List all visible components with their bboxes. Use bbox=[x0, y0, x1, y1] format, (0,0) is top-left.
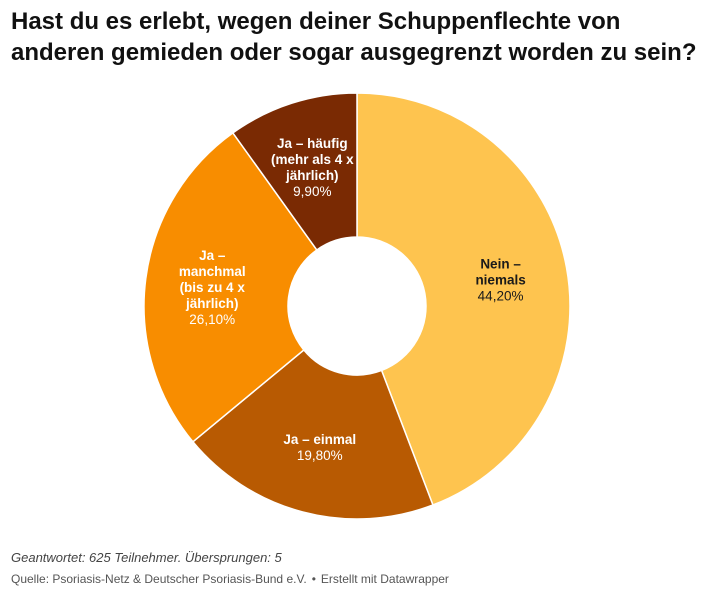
slice-label-3: Ja – manchmal (bis zu 4 x jährlich) 26,10% bbox=[179, 248, 246, 327]
slice-category-text: niemals bbox=[475, 273, 525, 288]
slice-label-4: Ja – häufig (mehr als 4 x jährlich) 9,90% bbox=[271, 136, 354, 199]
slice-value-text: 9,90% bbox=[293, 184, 331, 199]
slice-category-text: (bis zu 4 x bbox=[180, 280, 246, 295]
slice-category-text: manchmal bbox=[179, 264, 246, 279]
respondents-note: Geantwortet: 625 Teilnehmer. Übersprunge… bbox=[11, 550, 282, 565]
slice-category-text: (mehr als 4 x bbox=[271, 152, 354, 167]
slice-label-1: Nein – niemals 44,20% bbox=[475, 257, 525, 304]
slice-category-text: jährlich) bbox=[285, 168, 339, 183]
slice-4 bbox=[231, 92, 358, 251]
slice-category-text: jährlich) bbox=[185, 296, 239, 311]
slice-labels: Nein – niemals 44,20%Ja – einmal 19,80%Ja –… bbox=[179, 136, 526, 463]
slice-value-text: 19,80% bbox=[297, 448, 343, 463]
donut-chart: Nein – niemals 44,20%Ja – einmal 19,80%Ja –… bbox=[143, 92, 571, 520]
chart-title: Hast du es erlebt, wegen deiner Schuppen… bbox=[11, 8, 697, 66]
slice-1 bbox=[356, 92, 571, 506]
slice-category-text: Nein – bbox=[480, 257, 521, 272]
slice-label-2: Ja – einmal 19,80% bbox=[283, 432, 356, 463]
donut-slices bbox=[143, 92, 571, 520]
slice-3 bbox=[143, 131, 318, 443]
source-separator: • bbox=[311, 572, 316, 586]
datawrapper-credit: Erstellt mit Datawrapper bbox=[320, 572, 449, 586]
slice-value-text: 44,20% bbox=[478, 289, 524, 304]
slice-value-text: 26,10% bbox=[189, 312, 235, 327]
slice-category-text: Ja – einmal bbox=[283, 432, 356, 447]
source-line: Quelle: Psoriasis-Netz & Deutscher Psori… bbox=[11, 572, 449, 586]
source-text: Quelle: Psoriasis-Netz & Deutscher Psori… bbox=[11, 572, 307, 586]
slice-category-text: Ja – bbox=[199, 248, 226, 263]
slice-category-text: Ja – häufig bbox=[277, 136, 348, 151]
